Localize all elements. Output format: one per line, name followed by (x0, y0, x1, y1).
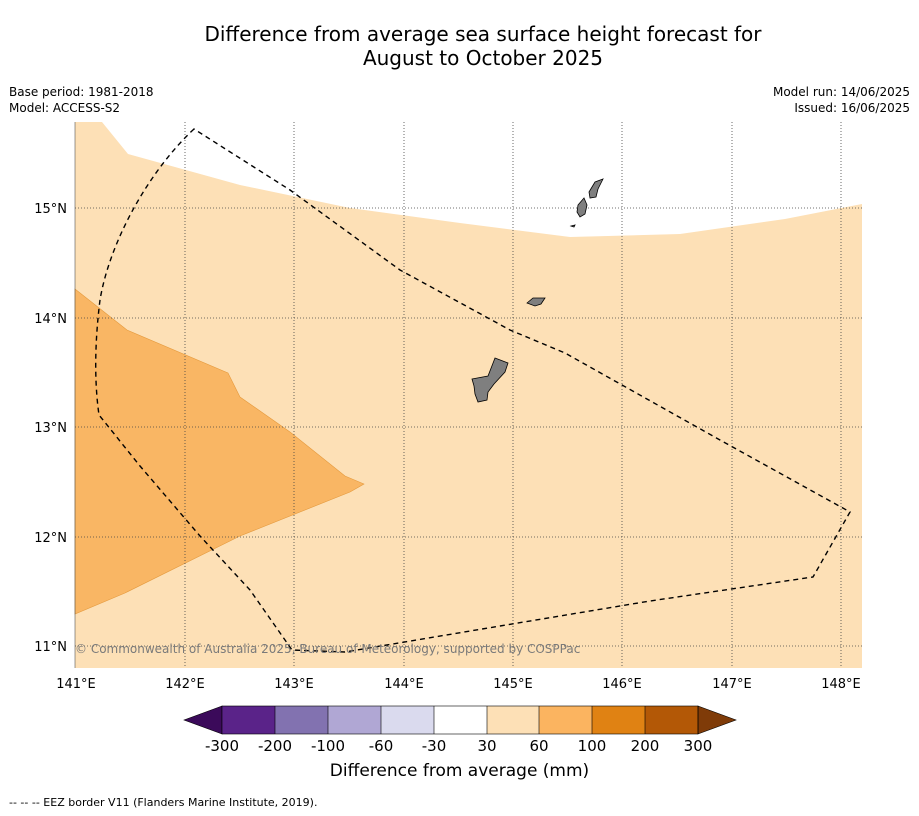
x-axis-labels: 141°E 142°E 143°E 144°E 145°E 146°E 147°… (56, 677, 861, 692)
title-line-1: Difference from average sea surface heig… (204, 22, 762, 46)
x-tick-label: 142°E (165, 677, 205, 692)
model-name: Model: ACCESS-S2 (9, 101, 121, 115)
issued-date: Issued: 16/06/2025 (794, 101, 910, 115)
y-tick-label: 13°N (34, 421, 67, 436)
island-guam (471, 357, 509, 403)
y-tick-label: 14°N (34, 312, 67, 327)
colorbar-extend-low (183, 705, 223, 735)
colorbar-swatch (222, 706, 275, 734)
y-tick-label: 15°N (34, 202, 67, 217)
colorbar-tick-label: -60 (369, 737, 394, 755)
colorbar-swatch (645, 706, 698, 734)
map-title: Difference from average sea surface heig… (0, 22, 919, 70)
eez-footnote: -- -- -- EEZ border V11 (Flanders Marine… (9, 796, 318, 809)
islands (471, 178, 604, 403)
y-tick-label: 12°N (34, 531, 67, 546)
colorbar-swatch (539, 706, 592, 734)
colorbar-tick-label: -200 (258, 737, 292, 755)
island-tinian (576, 197, 588, 218)
colorbar-tick-label: 300 (684, 737, 713, 755)
colorbar-swatch (592, 706, 645, 734)
colorbar-extend-high (697, 705, 737, 735)
x-tick-label: 148°E (821, 677, 861, 692)
anomaly-region-30-60 (75, 122, 862, 668)
meta-left: Base period: 1981-2018 Model: ACCESS-S2 (9, 84, 154, 116)
colorbar-tick-label: 30 (477, 737, 496, 755)
colorbar-tick-label: -30 (422, 737, 447, 755)
title-line-2: August to October 2025 (362, 46, 604, 70)
x-tick-label: 141°E (56, 677, 96, 692)
colorbar-swatch (487, 706, 539, 734)
island-saipan (588, 178, 604, 199)
copyright-text: © Commonwealth of Australia 2025, Bureau… (75, 642, 580, 656)
x-tick-label: 147°E (712, 677, 752, 692)
colorbar-swatch (275, 706, 328, 734)
anomaly-region-60-100 (74, 288, 365, 615)
colorbar-tick-label: -100 (311, 737, 345, 755)
map-panel: © Commonwealth of Australia 2025, Bureau… (74, 122, 862, 668)
colorbar-title: Difference from average (mm) (329, 761, 590, 781)
model-run: Model run: 14/06/2025 (772, 85, 910, 99)
island-aguijan (569, 224, 576, 228)
x-tick-label: 144°E (384, 677, 424, 692)
colorbar-tick-label: 100 (578, 737, 607, 755)
meta-right: Model run: 14/06/2025 Issued: 16/06/2025 (773, 84, 910, 116)
colorbar-swatch (381, 706, 434, 734)
colorbar-tick-label: -300 (205, 737, 239, 755)
base-period: Base period: 1981-2018 (9, 85, 154, 99)
colorbar-swatch (328, 706, 381, 734)
colorbar-frame (221, 705, 699, 735)
colorbar-tick-label: 60 (529, 737, 548, 755)
y-axis-labels: 15°N 14°N 13°N 12°N 11°N (34, 202, 67, 655)
x-tick-label: 146°E (602, 677, 642, 692)
eez-border (95, 128, 851, 653)
x-tick-label: 145°E (493, 677, 533, 692)
y-tick-label: 11°N (34, 640, 67, 655)
island-rota (526, 297, 546, 307)
grid-lines (75, 122, 862, 668)
colorbar: -300 -200 -100 -60 -30 30 60 100 200 300 (183, 705, 737, 755)
colorbar-swatch (434, 706, 487, 734)
x-tick-label: 143°E (274, 677, 314, 692)
colorbar-tick-label: 200 (631, 737, 660, 755)
